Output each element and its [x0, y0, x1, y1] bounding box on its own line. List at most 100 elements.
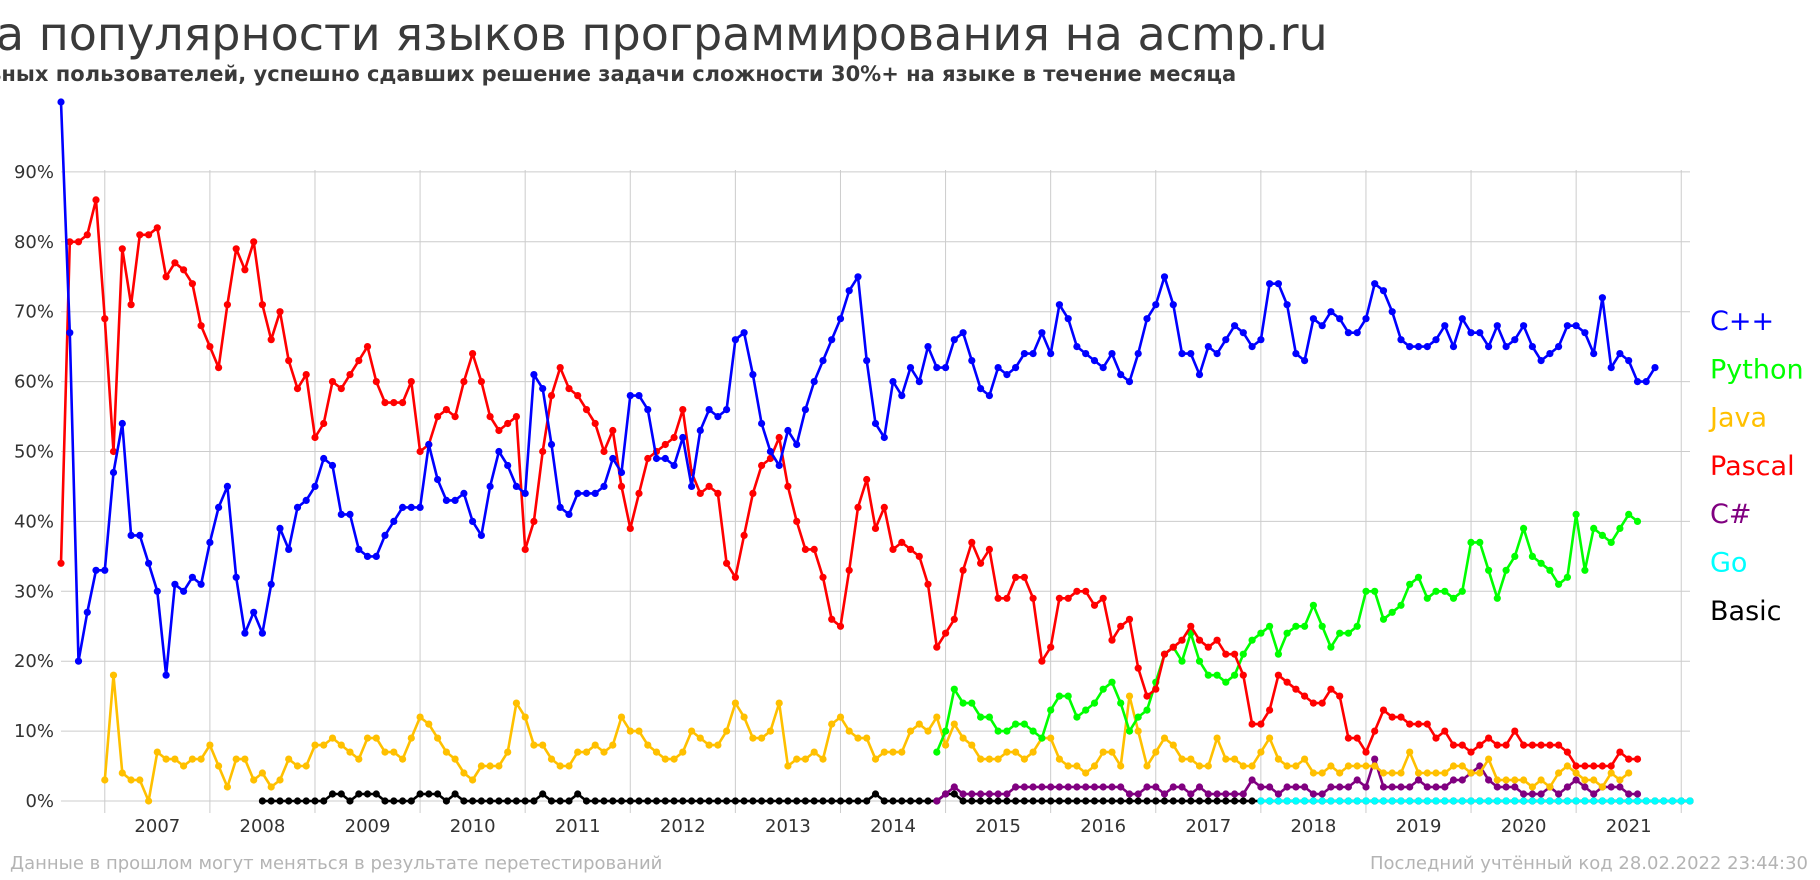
- series-pascal: [57, 196, 1642, 770]
- data-point: [442, 797, 450, 805]
- data-point: [1020, 350, 1028, 358]
- data-point: [188, 573, 196, 581]
- data-point: [854, 797, 862, 805]
- data-point: [547, 755, 556, 763]
- data-point: [302, 762, 310, 770]
- data-point: [582, 797, 591, 805]
- data-point: [1493, 797, 1501, 805]
- data-point: [959, 329, 967, 337]
- data-point: [574, 790, 582, 798]
- data-point: [1143, 692, 1151, 700]
- data-point: [1195, 783, 1204, 791]
- data-point: [1493, 741, 1501, 749]
- data-point: [906, 727, 915, 735]
- data-point: [477, 378, 485, 386]
- data-point: [92, 196, 100, 204]
- data-point: [906, 364, 915, 372]
- data-point: [1651, 797, 1659, 805]
- data-point: [521, 489, 529, 497]
- data-point: [1598, 762, 1606, 770]
- data-point: [1423, 720, 1431, 728]
- data-point: [1309, 315, 1317, 323]
- data-point: [1625, 510, 1633, 518]
- data-point: [1441, 322, 1449, 330]
- data-point: [92, 566, 100, 574]
- data-point: [582, 489, 591, 497]
- data-point: [1309, 769, 1317, 777]
- data-point: [793, 440, 801, 449]
- data-point: [985, 790, 994, 798]
- data-point: [1029, 748, 1037, 756]
- data-point: [232, 573, 240, 581]
- data-point: [565, 797, 573, 805]
- data-point: [1231, 790, 1239, 798]
- x-tick-label: 2015: [975, 816, 1021, 837]
- data-point: [1625, 755, 1633, 763]
- data-point: [407, 503, 415, 511]
- data-point: [416, 503, 424, 511]
- data-point: [1108, 783, 1116, 791]
- data-point: [1520, 790, 1528, 798]
- data-point: [1222, 797, 1230, 805]
- data-point: [109, 468, 118, 477]
- data-point: [162, 671, 170, 679]
- data-point: [390, 797, 398, 805]
- data-point: [206, 343, 214, 351]
- data-point: [1187, 790, 1195, 798]
- data-point: [1520, 741, 1528, 749]
- data-point: [504, 419, 512, 428]
- data-point: [775, 433, 783, 442]
- data-point: [407, 378, 415, 386]
- data-point: [118, 769, 126, 777]
- data-point: [1546, 783, 1554, 791]
- data-point: [1274, 280, 1282, 288]
- data-point: [1020, 720, 1028, 728]
- data-point: [1432, 783, 1440, 791]
- data-point: [1362, 797, 1370, 805]
- data-point: [1581, 783, 1589, 791]
- data-point: [1195, 636, 1204, 644]
- data-point: [372, 378, 380, 386]
- data-point: [1458, 776, 1466, 784]
- data-point: [880, 748, 888, 756]
- data-point: [1064, 594, 1072, 602]
- data-point: [337, 790, 345, 798]
- data-point: [696, 797, 704, 805]
- data-point: [1397, 601, 1405, 609]
- data-point: [267, 336, 275, 344]
- data-point: [1511, 727, 1519, 735]
- data-point: [1082, 587, 1090, 595]
- data-point: [810, 378, 818, 386]
- data-point: [871, 524, 880, 533]
- data-point: [1152, 685, 1160, 693]
- data-point: [1379, 706, 1388, 714]
- data-point: [1125, 615, 1134, 623]
- data-point: [1125, 727, 1134, 735]
- data-point: [1406, 720, 1414, 728]
- data-point: [425, 790, 433, 798]
- data-point: [942, 741, 950, 749]
- data-point: [495, 426, 503, 435]
- series-c-: [933, 755, 1642, 805]
- data-point: [1344, 783, 1352, 791]
- y-tick-label: 70%: [14, 302, 54, 323]
- data-point: [1099, 783, 1107, 791]
- data-point: [1213, 790, 1221, 798]
- data-point: [145, 797, 153, 805]
- data-point: [1598, 783, 1606, 791]
- data-point: [1362, 762, 1370, 770]
- data-point: [1362, 748, 1370, 756]
- data-point: [66, 329, 74, 337]
- data-point: [705, 741, 713, 749]
- data-point: [1397, 713, 1405, 721]
- data-point: [968, 797, 976, 805]
- data-point: [1502, 566, 1510, 574]
- data-point: [320, 741, 328, 749]
- data-point: [372, 734, 380, 742]
- data-point: [1616, 776, 1624, 784]
- data-point: [1029, 783, 1037, 791]
- data-point: [1292, 762, 1300, 770]
- data-point: [810, 748, 818, 756]
- data-point: [1502, 783, 1510, 791]
- chart-title: Статистика популярности языков программи…: [0, 7, 1328, 61]
